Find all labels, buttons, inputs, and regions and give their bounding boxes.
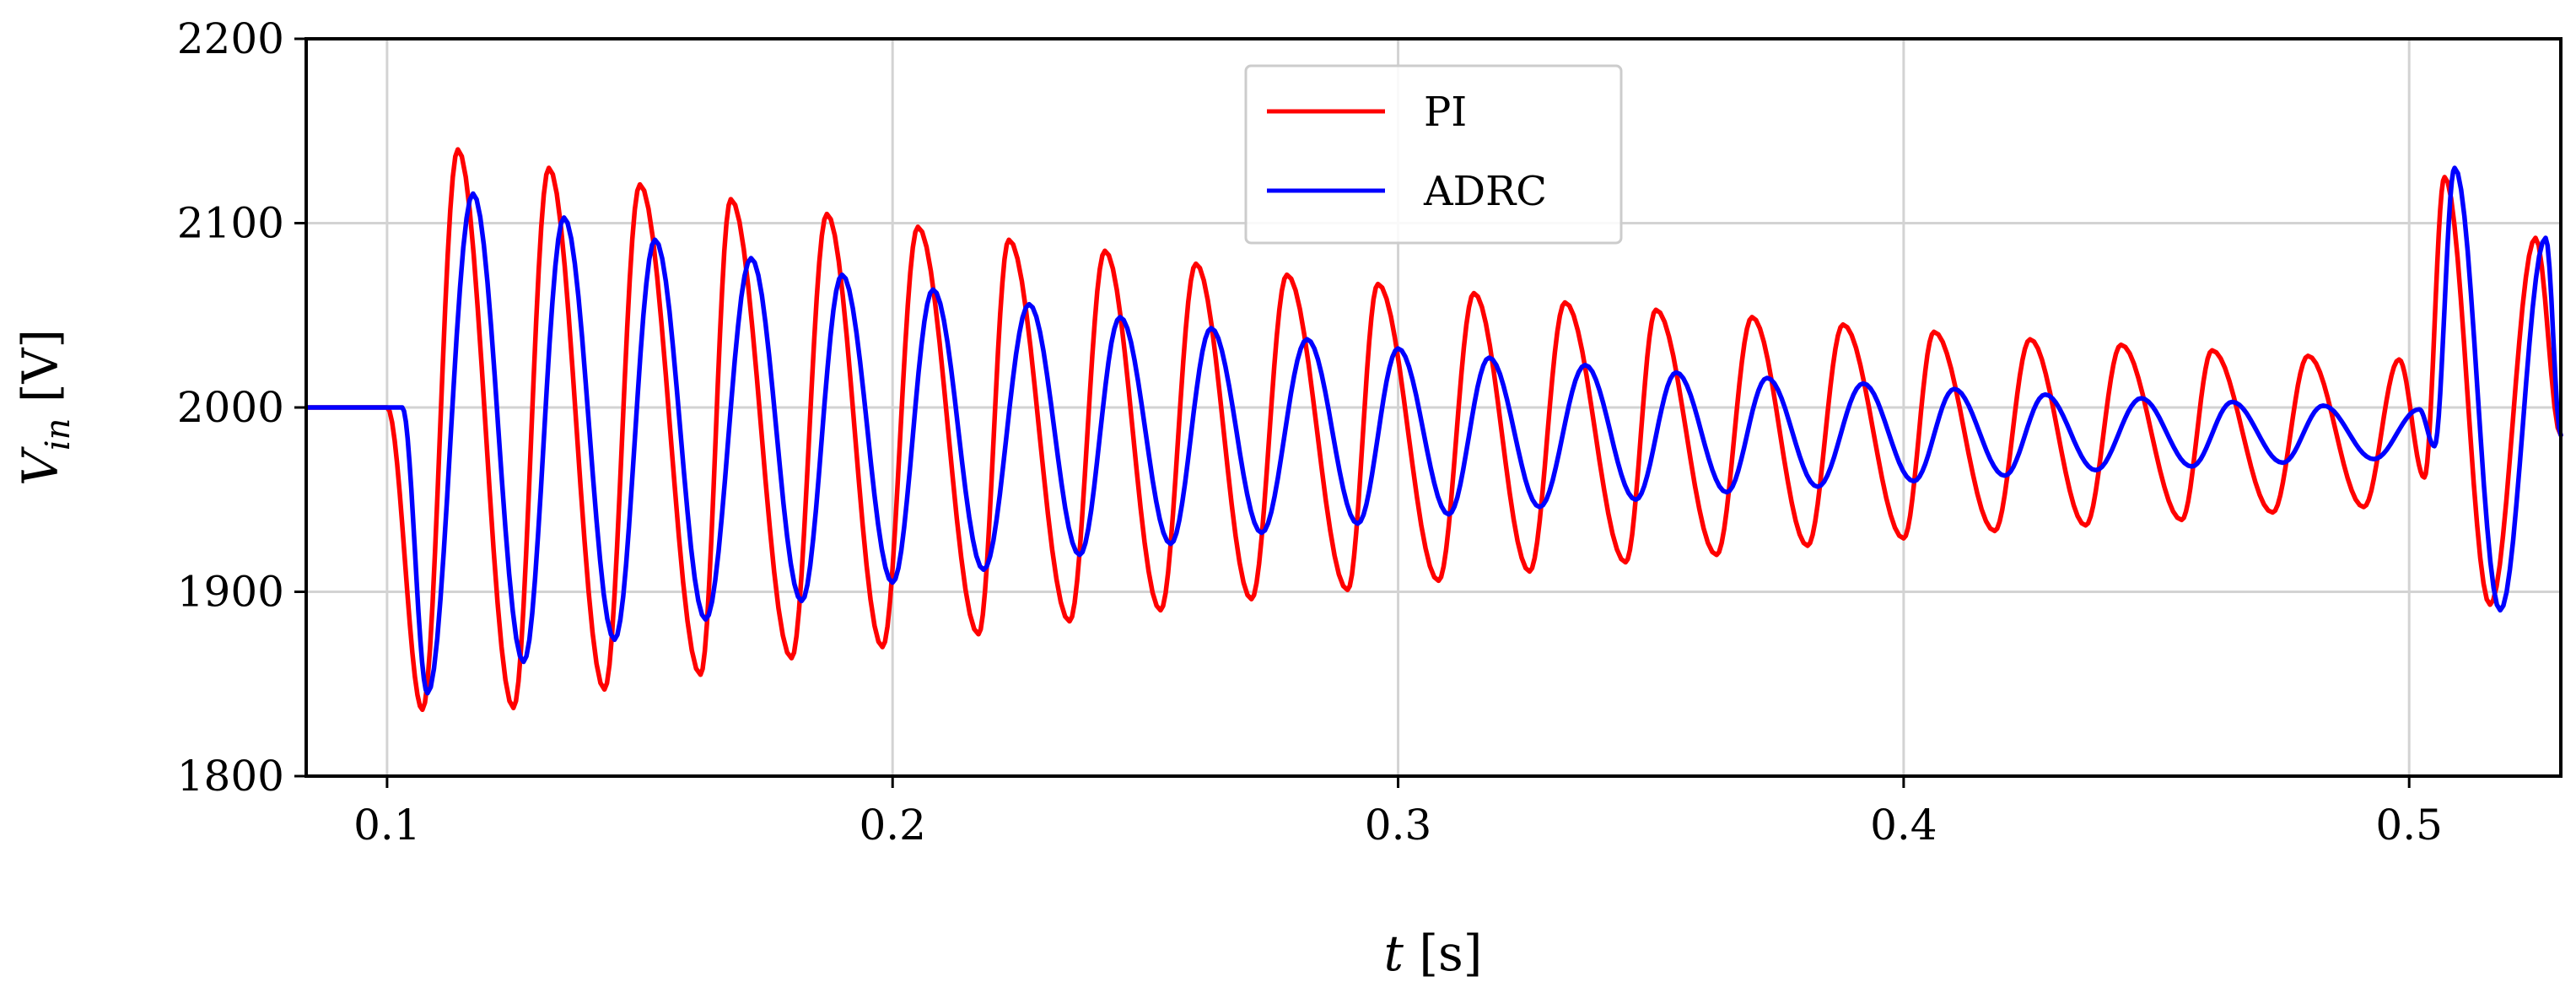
series-lines (304, 147, 2563, 713)
x-tick-label: 0.2 (859, 801, 926, 850)
x-axis-title: t [s] (1384, 925, 1483, 982)
y-tick-label: 2100 (177, 199, 284, 248)
series-line-adrc (304, 165, 2563, 696)
x-tick-label: 0.1 (353, 801, 421, 850)
legend-label-adrc: ADRC (1423, 168, 1547, 215)
y-tick-label: 1900 (177, 568, 284, 617)
x-tick-label: 0.5 (2375, 801, 2443, 850)
y-axis-title: Vin [V] (12, 329, 78, 486)
x-tick-label: 0.4 (1870, 801, 1937, 850)
series-line-pi (304, 147, 2563, 713)
y-tick-label: 2000 (177, 383, 284, 432)
x-tick-label: 0.3 (1365, 801, 1432, 850)
legend-label-pi: PI (1424, 89, 1467, 136)
ticks: 0.1 0.2 0.3 0.4 0.5 1800 1900 2000 2100 2200 (177, 14, 2443, 850)
y-tick-label: 1800 (177, 752, 284, 801)
legend: PI ADRC (1244, 64, 1623, 245)
y-tick-label: 2200 (177, 14, 284, 63)
